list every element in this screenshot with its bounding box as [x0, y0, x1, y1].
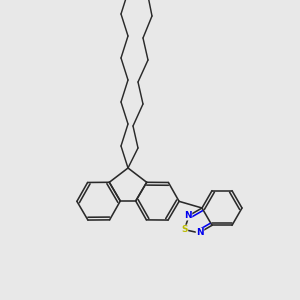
- Text: S: S: [181, 225, 188, 234]
- Text: N: N: [184, 211, 192, 220]
- Text: N: N: [196, 228, 204, 237]
